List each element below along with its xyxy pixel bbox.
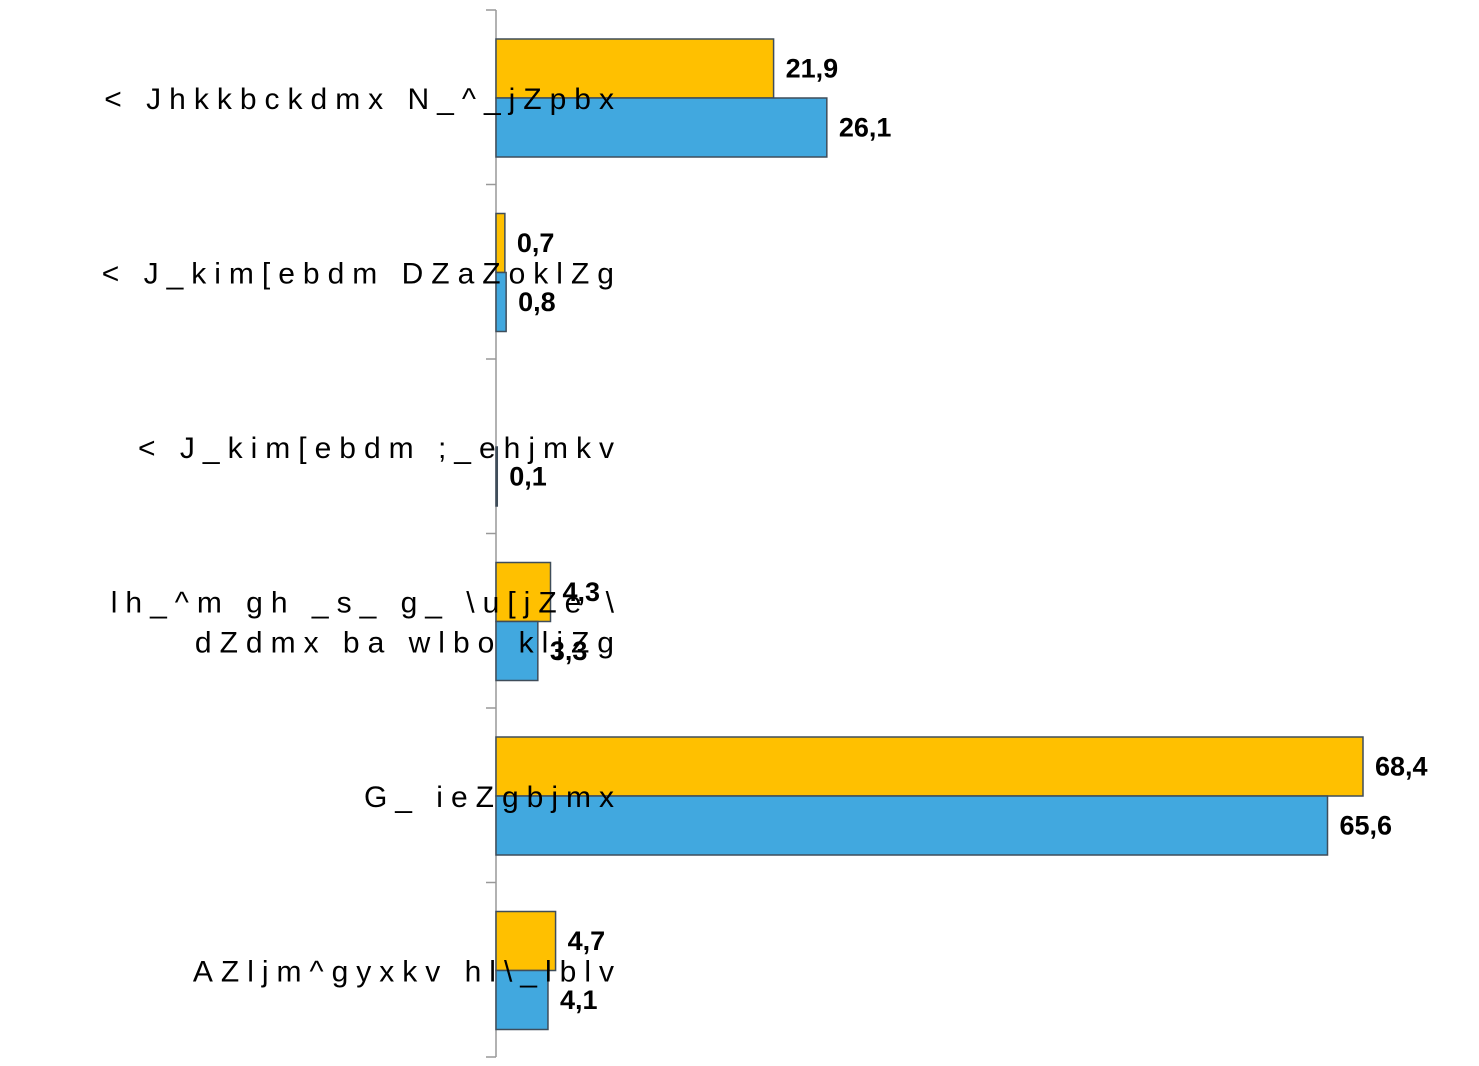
category-label: < J_kim[ebdm ;_ehjmkv xyxy=(138,432,622,465)
bar xyxy=(495,271,507,333)
category-label: < Jhkkbckdmx N_^_jZpbx xyxy=(104,83,622,116)
value-labels: 21,926,1 0,7 0,8 0,1 4,3 3,3 68,4 65,6 4,7 4,1 xyxy=(509,54,1427,1016)
data-label: 4,1 xyxy=(560,985,598,1015)
bars xyxy=(495,38,1364,1031)
data-label: 65,6 xyxy=(1340,811,1393,841)
bar xyxy=(495,795,1329,856)
category-label: < J_kim[ebdm DZaZoklZg xyxy=(102,258,622,291)
bar xyxy=(495,38,775,99)
data-label: 4,7 xyxy=(568,926,606,956)
bar xyxy=(495,97,828,158)
data-label: 4,3 xyxy=(563,577,601,607)
axis xyxy=(486,9,497,1058)
data-label: 68,4 xyxy=(1375,752,1428,782)
bar xyxy=(495,969,549,1031)
bar xyxy=(495,446,499,507)
category-label: G_ ieZgbjmx xyxy=(364,781,622,814)
category-label: dZdmx ba wlbo kljZg xyxy=(195,627,622,660)
data-label: 26,1 xyxy=(839,113,892,143)
bar xyxy=(495,620,539,682)
bar xyxy=(495,736,1364,797)
data-label: 0,1 xyxy=(509,462,547,492)
bar xyxy=(495,561,552,623)
data-label: 0,8 xyxy=(518,287,556,317)
data-label: 0,7 xyxy=(517,228,555,258)
data-label: 3,3 xyxy=(550,636,588,666)
category-labels: < Jhkkbckdmx N_^_jZpbx < J_kim[ebdm DZaZo… xyxy=(102,83,622,989)
category-label: lh_^m gh _s_ g_ \u[jZe \ xyxy=(111,587,622,620)
data-label: 21,9 xyxy=(786,54,839,84)
category-label: AZljm^gyxkv hl\_lblv xyxy=(193,956,622,989)
